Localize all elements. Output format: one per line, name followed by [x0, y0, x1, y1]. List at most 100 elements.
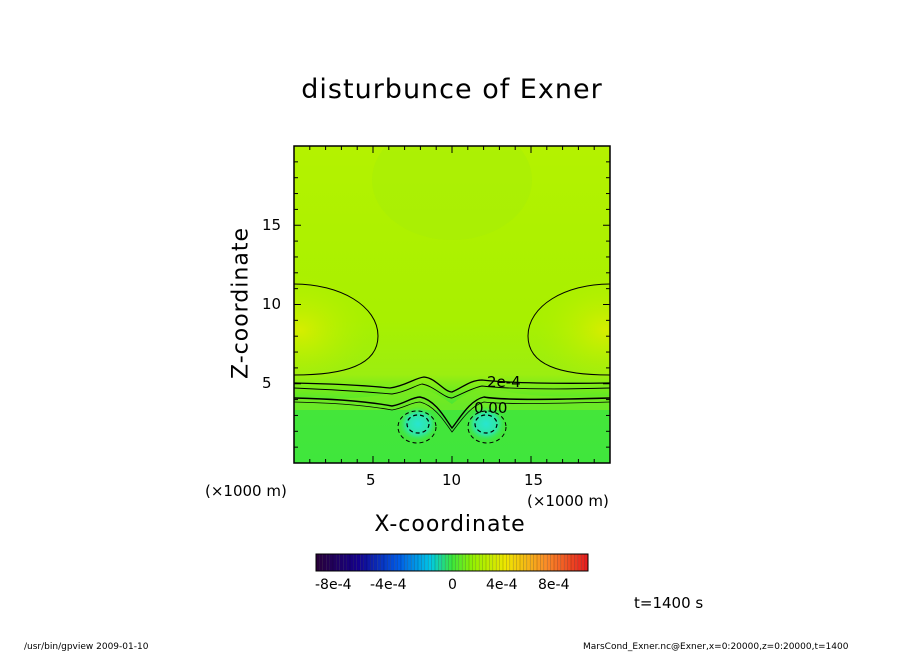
contour-label-zero: 0.00	[474, 399, 507, 417]
colorbar-cell	[360, 554, 364, 571]
colorbar-cell	[326, 554, 330, 571]
time-label: t=1400 s	[634, 594, 704, 612]
colorbar-cell	[435, 554, 439, 571]
colorbar-cell	[319, 554, 323, 571]
colorbar-cell	[472, 554, 476, 571]
y-tick-label: 15	[262, 216, 282, 234]
colorbar-cell	[397, 554, 401, 571]
colorbar-cell	[316, 554, 320, 571]
colorbar-cell	[380, 554, 384, 571]
colorbar-cell	[486, 554, 490, 571]
y-axis-label: Z-coordinate	[228, 227, 254, 379]
colorbar-cell	[441, 554, 446, 571]
colorbar-cell	[547, 554, 551, 571]
colorbar-cell	[523, 554, 527, 571]
colorbar-cell	[533, 554, 537, 571]
contour-right-lobe	[527, 283, 610, 376]
colorbar-cell	[506, 554, 510, 571]
contour-lower-secondary	[294, 401, 610, 433]
colorbar-cell	[343, 554, 347, 571]
contour-neg-left-inner	[406, 414, 430, 434]
field-shading	[294, 146, 610, 463]
colorbar-cell	[564, 554, 568, 571]
colorbar-cell	[537, 554, 541, 571]
x-tick-label: 10	[442, 471, 462, 489]
colorbar-cell	[401, 554, 405, 571]
colorbar-cell	[540, 554, 544, 571]
colorbar-cell	[530, 554, 534, 571]
colorbar-cell	[367, 554, 371, 571]
colorbar-cell	[550, 554, 554, 571]
colorbar-tick-label: 0	[448, 577, 457, 593]
colorbar-cell	[438, 554, 442, 571]
colorbar-cell	[574, 554, 578, 571]
colorbar-cell	[462, 554, 466, 571]
colorbar-cell	[336, 554, 340, 571]
colorbar-cell	[503, 554, 507, 571]
colorbar-cell	[445, 554, 449, 571]
y-tick-label: 10	[262, 295, 282, 313]
contour-label-2e-4: 2e-4	[487, 373, 521, 391]
contour-upper-secondary	[294, 383, 610, 399]
footer-right: MarsCond_Exner.nc@Exner,x=0:20000,z=0:20…	[583, 642, 849, 652]
colorbar-cell	[455, 554, 459, 571]
colorbar-cell	[571, 554, 575, 571]
colorbar-cell	[333, 554, 337, 571]
colorbar-cell	[577, 554, 582, 571]
colorbar-cell	[353, 554, 357, 571]
contour-left-lobe	[294, 283, 379, 376]
colorbar-cell	[554, 554, 558, 571]
colorbar-cell	[465, 554, 469, 571]
colorbar-cell	[329, 554, 333, 571]
colorbar-frame	[315, 553, 589, 572]
x-unit-label: (×1000 m)	[527, 492, 609, 510]
colorbar-cell	[492, 554, 497, 571]
colorbar-cell	[411, 554, 415, 571]
colorbar-cell	[458, 554, 463, 571]
colorbar-cell	[526, 554, 531, 571]
low-pocket-left	[398, 406, 438, 442]
y-tick-label: 5	[262, 374, 272, 392]
colorbar-cell	[448, 554, 452, 571]
colorbar-cell	[387, 554, 391, 571]
colorbar-tick-label: 8e-4	[538, 577, 570, 593]
chart-title: disturbunce of Exner	[301, 74, 603, 105]
colorbar-cell	[479, 554, 483, 571]
colorbar-cell	[557, 554, 561, 571]
colorbar-cell	[424, 554, 429, 571]
x-axis-label: X-coordinate	[374, 512, 526, 537]
colorbar-cell	[509, 554, 514, 571]
colorbar-cell	[543, 554, 548, 571]
colorbar-cell	[431, 554, 435, 571]
colorbar-cell	[346, 554, 350, 571]
colorbar-cell	[496, 554, 500, 571]
colorbar-cell	[414, 554, 418, 571]
colorbar-cell	[482, 554, 486, 571]
colorbar-cell	[581, 554, 585, 571]
contour-lines	[294, 283, 610, 444]
colorbar-cell	[560, 554, 565, 571]
colorbar-cell	[489, 554, 493, 571]
colorbar-cell	[390, 554, 395, 571]
contour-neg-right-inner	[474, 414, 498, 434]
colorbar-cell	[516, 554, 520, 571]
footer-left: /usr/bin/gpview 2009-01-10	[24, 642, 149, 652]
colorbar-cell	[373, 554, 378, 571]
axis-ticks	[294, 146, 610, 463]
colorbar-cell	[339, 554, 344, 571]
x-tick-label: 5	[366, 471, 376, 489]
colorbar-cell	[584, 554, 588, 571]
colorbar-cell	[513, 554, 517, 571]
y-unit-label: (×1000 m)	[205, 482, 287, 500]
colorbar-tick-label: -4e-4	[370, 577, 407, 593]
colorbar-cell	[404, 554, 408, 571]
upper-band	[372, 146, 532, 240]
colorbar-cell	[384, 554, 388, 571]
colorbar-cell	[363, 554, 367, 571]
colorbar-cell	[428, 554, 432, 571]
high-pocket-right	[535, 275, 610, 385]
colorbar-cell	[475, 554, 480, 571]
colorbar-tick-label: 4e-4	[486, 577, 518, 593]
contour-zero-line	[294, 396, 610, 430]
high-pocket-left	[294, 275, 370, 385]
